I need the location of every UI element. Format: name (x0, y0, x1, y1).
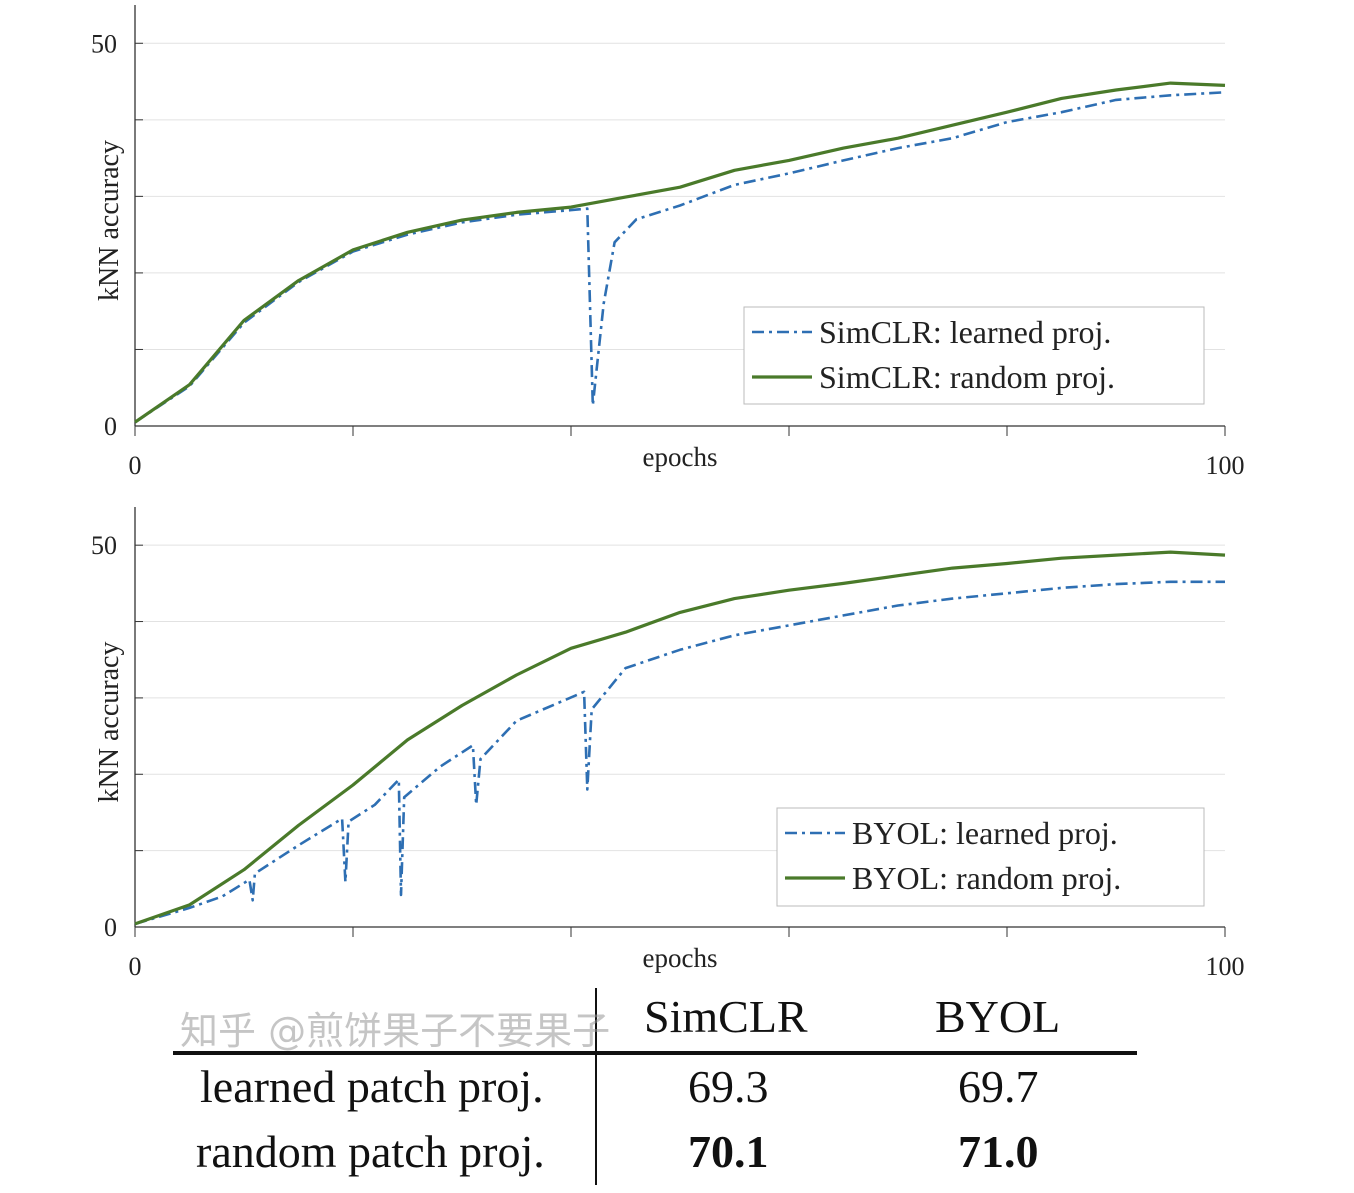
x-tick-label: 0 (129, 952, 142, 981)
plot-simclr: 0 50 0 100 epochs kNN accuracy SimCLR: learned… (91, 5, 1245, 480)
plot-byol: 0 50 0 100 epochs kNN accuracy BYOL: learned p… (91, 507, 1245, 981)
series-line-byol-learned-proj (134, 580, 1225, 926)
legend-label: BYOL: random proj. (852, 860, 1121, 896)
legend-box (743, 306, 1205, 405)
series-line-simclr-random-proj (134, 81, 1226, 424)
y-tick-label: 0 (104, 913, 117, 942)
x-tick-label: 0 (129, 451, 142, 480)
legend-label: SimCLR: random proj. (819, 359, 1115, 395)
y-tick-label: 50 (91, 29, 117, 58)
y-tick-label: 50 (91, 531, 117, 560)
legend: BYOL: learned proj. BYOL: random proj. (776, 807, 1205, 907)
legend: SimCLR: learned proj. SimCLR: random proj… (743, 306, 1205, 405)
x-tick-label: 100 (1206, 952, 1245, 981)
x-axis-label: epochs (643, 442, 718, 472)
x-tick-label: 100 (1206, 451, 1245, 480)
x-axis-label: epochs (643, 943, 718, 973)
y-axis-label: kNN accuracy (94, 140, 125, 301)
legend-label: BYOL: learned proj. (852, 815, 1118, 851)
legend-label: SimCLR: learned proj. (819, 314, 1111, 350)
y-axis-label: kNN accuracy (94, 642, 125, 803)
y-tick-label: 0 (104, 412, 117, 441)
legend-box (776, 807, 1205, 907)
series-line-byol-random-proj (134, 550, 1226, 926)
